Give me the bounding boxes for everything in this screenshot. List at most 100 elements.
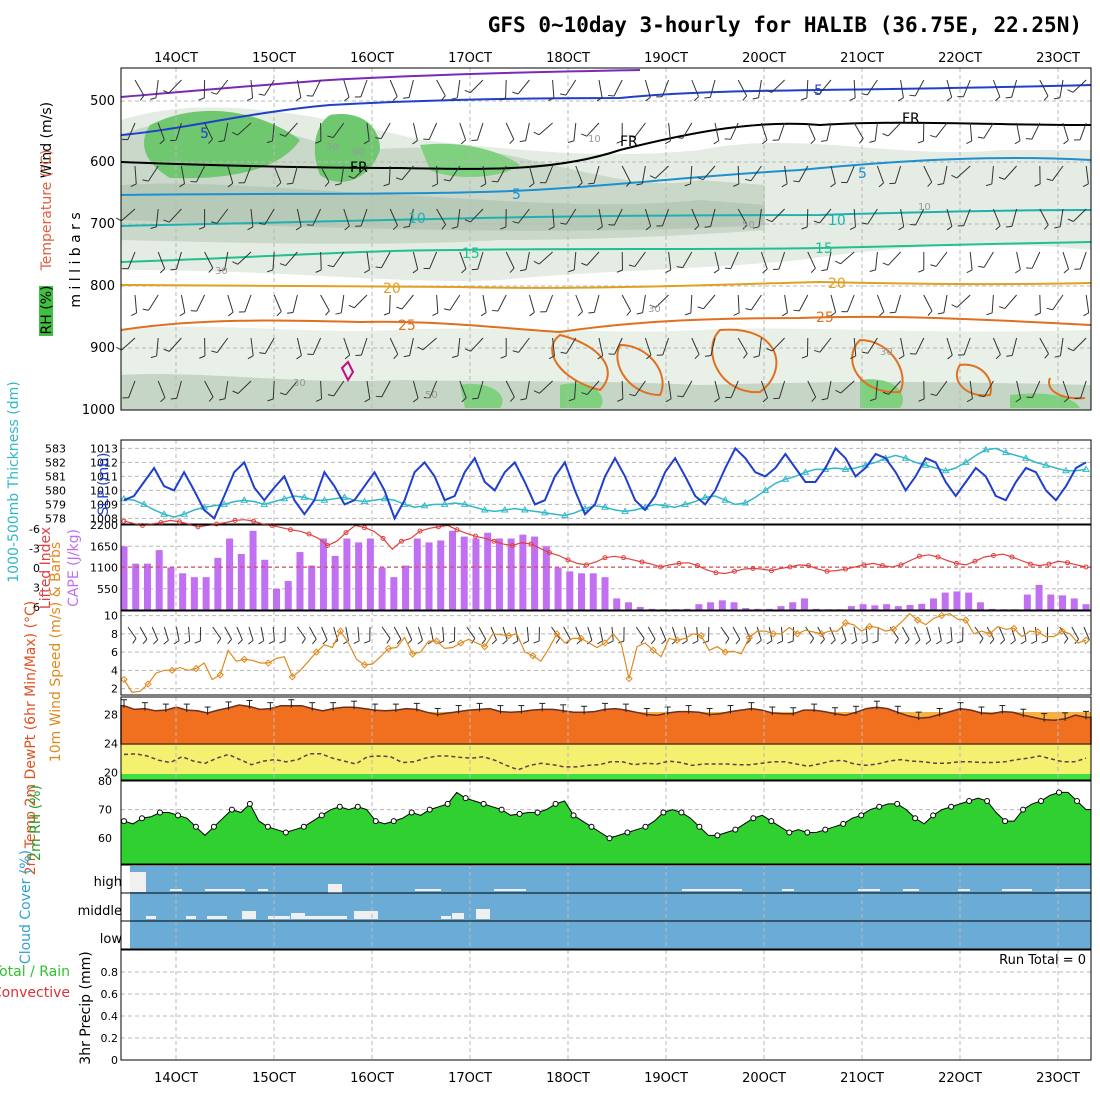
upper-wind-barb (634, 380, 646, 397)
rh2m-frame (120, 780, 1092, 865)
upper-wind-barb (887, 251, 901, 266)
rh-marker (948, 803, 955, 810)
upper-wind-barb (204, 122, 213, 140)
bottom-xtick-label: 23OCT (1036, 1071, 1080, 1086)
upper-wind-barb-flag (451, 226, 458, 229)
slp-panel: 1008100910101011101210135785795805815825… (6, 381, 1092, 583)
cape-bar (355, 542, 363, 610)
wind10-marker (817, 630, 826, 638)
upper-wind-barb-flag (412, 269, 419, 274)
upper-wind-barb-flag (528, 182, 535, 188)
li-marker (473, 533, 478, 539)
upper-wind-barb (552, 79, 555, 98)
cape-bar (472, 538, 480, 610)
wind10-barb (224, 626, 233, 640)
upper-wind-barb-flag (985, 183, 992, 187)
thickness-tick: 581 (45, 470, 66, 483)
upper-wind-barb-flag (520, 398, 527, 401)
wind10-marker (1034, 628, 1042, 636)
upper-wind-barb (758, 208, 762, 227)
thickness-marker (901, 454, 910, 461)
upper-wind-barb-flag (801, 226, 808, 230)
thickness-marker (681, 500, 690, 507)
li-tick: 3 (33, 582, 40, 595)
upper-wind-barb (216, 337, 229, 353)
upper-wind-barb (682, 251, 693, 268)
wind10-barb-flag (555, 638, 560, 644)
li-marker (602, 555, 608, 561)
upper-wind-barb-flag (560, 222, 567, 225)
cape-bar (132, 563, 140, 610)
upper-wind-barb (593, 294, 600, 313)
upper-wind-barb (798, 165, 809, 182)
upper-wind-barb (196, 294, 206, 312)
wind10-barb (430, 626, 434, 641)
upper-wind-barb (180, 294, 186, 313)
upper-wind-barb-flag (745, 308, 752, 311)
upper-wind-barb (1059, 337, 1064, 356)
upper-wind-barb (691, 79, 700, 97)
upper-wind-barb-flag (733, 183, 740, 187)
upper-wind-barb (312, 79, 322, 97)
upper-wind-barb (127, 122, 136, 140)
upper-wind-barb (750, 294, 762, 311)
upper-wind-barb (497, 165, 507, 183)
upper-wind-barb-flag (211, 350, 218, 354)
wind10-barb-flag (153, 639, 159, 645)
rh-marker (984, 798, 991, 805)
upper-wind-barb (983, 122, 994, 139)
thickness-marker (380, 494, 389, 502)
upper-wind-barb (936, 380, 948, 396)
upper-wind-barb-flag (170, 397, 177, 400)
lifted-index-line (123, 519, 1087, 575)
upper-wind-barb-flag (626, 181, 631, 187)
wind10-marker (240, 655, 248, 664)
upper-wind-barb-flag (752, 97, 759, 100)
upper-wind-barb (866, 79, 878, 96)
upper-wind-barb-flag (581, 392, 588, 396)
upper-wind-barb-flag (412, 397, 419, 403)
upper-wind-barb (429, 380, 438, 398)
cape-bar (202, 577, 210, 610)
ylabel-wind: Wind (m/s) (39, 102, 55, 178)
ytick-500: 500 (90, 94, 115, 109)
upper-wind-barb (586, 251, 600, 266)
upper-wind-barb (1062, 380, 1070, 399)
upper-wind-barb (888, 380, 901, 395)
upper-wind-barb-flag (130, 183, 137, 187)
cape-bar (718, 600, 726, 610)
upper-wind-barb-flag (568, 269, 575, 273)
upper-wind-barb (476, 122, 484, 141)
wind10-barb (442, 626, 445, 641)
thickness-tick: 579 (45, 498, 66, 511)
li-marker (510, 543, 515, 548)
upper-wind-barb-flag (978, 395, 985, 398)
upper-wind-barb (806, 208, 809, 228)
rh-green-blob-2 (314, 114, 380, 182)
upper-wind-barb-flag (1063, 397, 1070, 403)
upper-wind-barb-flag (588, 311, 595, 314)
cape-bar (941, 592, 949, 610)
wind10-barb-flag (692, 640, 699, 645)
temp-tick: 28 (104, 708, 118, 721)
upper-wind-barb (389, 294, 391, 314)
upper-wind-barb (621, 294, 632, 312)
wind10-barb-flag (1031, 640, 1037, 645)
thickness-marker (1021, 454, 1030, 461)
upper-wind-barb (771, 337, 785, 352)
upper-wind-barb-flag (917, 140, 924, 144)
thickness-marker (621, 507, 629, 514)
upper-wind-barb (469, 79, 484, 94)
upper-wind-barb-flag (279, 263, 286, 267)
upper-wind-barb (388, 165, 391, 185)
upper-wind-barb (963, 337, 971, 356)
wind10-barb (236, 626, 243, 641)
isotherm-20 (120, 280, 1092, 289)
isotherm-10 (120, 209, 1092, 227)
upper-wind-barb-flag (861, 222, 868, 225)
wind10-barb (696, 626, 699, 641)
upper-wind-barb-flag (1063, 268, 1069, 274)
wind10-ticks: 2 4 6 8 10 (104, 610, 118, 696)
upper-wind-barb-flag (617, 398, 624, 402)
upper-wind-barb-flag (693, 96, 699, 102)
